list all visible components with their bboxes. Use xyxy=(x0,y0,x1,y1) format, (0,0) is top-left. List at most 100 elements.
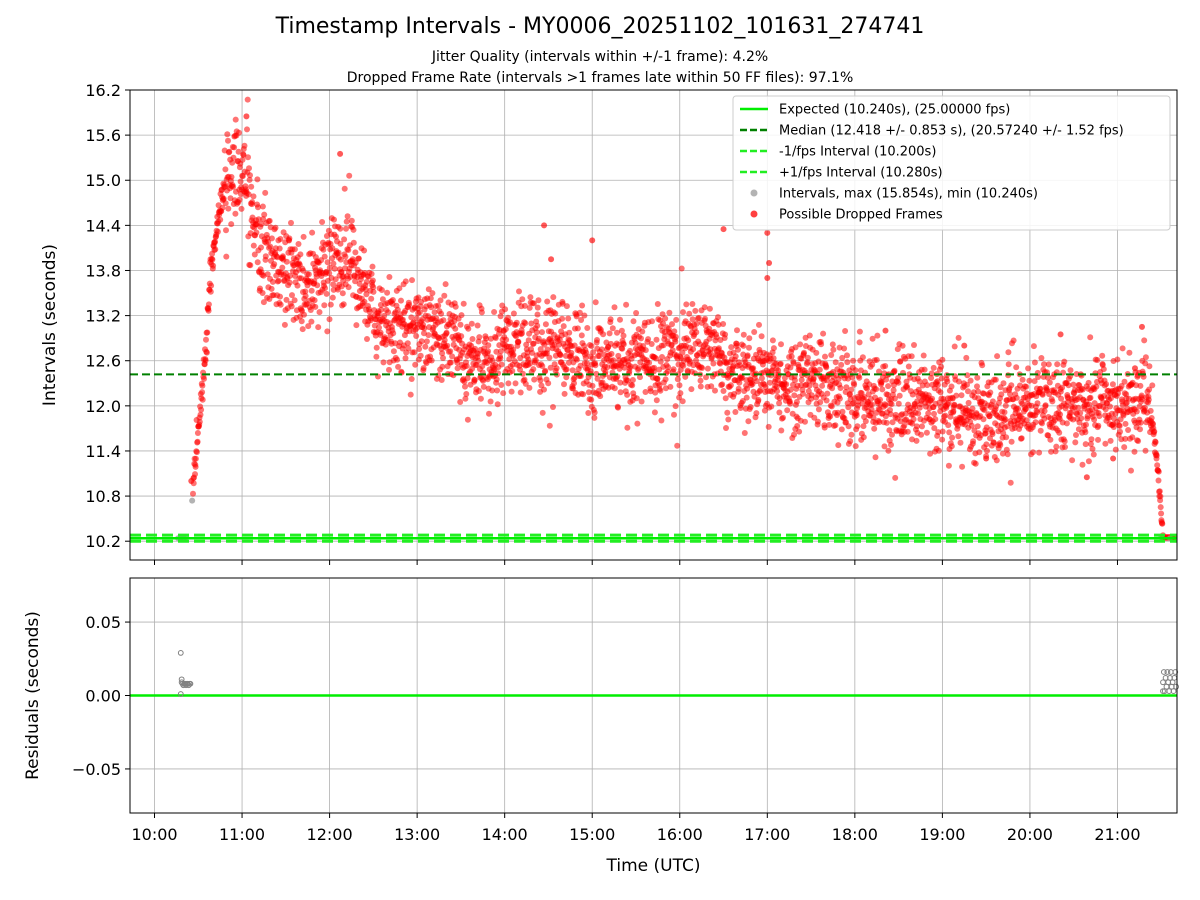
dropped-frame-point xyxy=(534,322,541,329)
dropped-frame-point xyxy=(620,341,627,348)
dropped-frame-point xyxy=(423,338,430,345)
dropped-frame-point xyxy=(557,352,564,359)
dropped-frame-point xyxy=(535,335,542,342)
dropped-frame-point xyxy=(604,364,611,371)
dropped-frame-point xyxy=(727,382,734,389)
legend-label: Expected (10.240s), (25.00000 fps) xyxy=(779,103,1010,118)
dropped-frame-point xyxy=(689,301,696,307)
dropped-frame-point xyxy=(247,172,253,179)
dropped-frame-point xyxy=(723,425,729,431)
dropped-frame-point xyxy=(366,308,373,315)
dropped-frame-point xyxy=(1007,479,1014,486)
dropped-frame-point xyxy=(368,295,375,302)
dropped-frame-point xyxy=(1005,349,1012,356)
dropped-frame-point xyxy=(1052,448,1059,455)
dropped-frame-point xyxy=(624,391,631,398)
dropped-frame-point xyxy=(568,354,575,361)
dropped-frame-point xyxy=(190,490,196,497)
dropped-frame-point xyxy=(592,362,599,369)
dropped-frame-point xyxy=(813,349,820,356)
dropped-frame-point xyxy=(1091,416,1098,423)
dropped-frame-point xyxy=(1119,345,1126,352)
dropped-frame-point xyxy=(827,413,834,420)
dropped-frame-point xyxy=(1077,409,1084,416)
dropped-frame-point xyxy=(247,262,254,269)
dropped-frame-point xyxy=(660,342,667,349)
dropped-frame-point xyxy=(765,423,772,430)
dropped-frame-point xyxy=(289,292,295,299)
dropped-frame-point xyxy=(337,225,344,232)
y-tick-label: 12.0 xyxy=(85,397,121,416)
dropped-frame-point xyxy=(638,398,645,405)
dropped-frame-point xyxy=(570,385,577,392)
dropped-frame-point xyxy=(454,359,461,366)
dropped-frame-point xyxy=(546,354,553,361)
x-tick-label: 12:00 xyxy=(307,825,353,844)
dropped-frame-point xyxy=(758,375,765,382)
dropped-frame-point xyxy=(500,390,507,397)
dropped-frame-point xyxy=(537,346,544,353)
dropped-frame-point xyxy=(529,349,535,356)
dropped-frame-point xyxy=(761,407,768,414)
dropped-frame-point xyxy=(860,423,867,430)
dropped-frame-point xyxy=(283,258,290,265)
dropped-frame-point xyxy=(196,418,203,425)
y-tick-label: 13.2 xyxy=(85,307,121,326)
dropped-frame-point xyxy=(578,332,585,339)
dropped-frame-point xyxy=(475,338,482,345)
dropped-frame-point xyxy=(222,200,229,207)
dropped-frame-point xyxy=(561,390,568,397)
dropped-frame-point xyxy=(1036,449,1043,456)
dropped-frame-point xyxy=(230,154,237,161)
dropped-frame-point xyxy=(246,165,252,172)
dropped-frame-point xyxy=(1086,401,1093,408)
dropped-frame-point xyxy=(295,241,302,247)
dropped-frame-point xyxy=(868,401,875,408)
dropped-frame-point xyxy=(671,411,677,418)
dropped-frame-point xyxy=(1023,383,1030,390)
dropped-frame-point xyxy=(735,385,742,392)
dropped-frame-point xyxy=(516,288,522,295)
dropped-frame-point xyxy=(725,416,732,423)
dropped-frame-point xyxy=(566,337,573,344)
chart-title: Timestamp Intervals - MY0006_20251102_10… xyxy=(275,14,925,39)
dropped-frame-point xyxy=(258,221,265,228)
dropped-frame-point xyxy=(715,314,721,321)
dropped-frame-point xyxy=(527,360,533,367)
dropped-frame-point xyxy=(507,319,513,326)
dropped-frame-point xyxy=(629,377,636,383)
dropped-frame-point xyxy=(822,353,828,360)
dropped-frame-point xyxy=(574,325,581,332)
dropped-frame-point xyxy=(236,196,243,203)
dropped-frame-point xyxy=(892,474,899,481)
dropped-frame-point xyxy=(768,403,775,410)
x-tick-label: 21:00 xyxy=(1094,825,1140,844)
dropped-frame-point xyxy=(1126,349,1133,356)
dropped-frame-point xyxy=(797,341,804,348)
dropped-frame-point xyxy=(856,328,863,335)
dropped-frame-point xyxy=(416,346,423,352)
dropped-frame-point xyxy=(845,423,852,430)
dropped-frame-point xyxy=(680,309,686,316)
legend-marker xyxy=(750,189,758,197)
dropped-frame-point xyxy=(275,277,282,284)
dropped-frame-point xyxy=(859,354,866,361)
dropped-frame-point xyxy=(362,286,369,293)
dropped-frame-point xyxy=(1039,391,1046,398)
dropped-frame-point xyxy=(269,278,276,285)
dropped-frame-point xyxy=(494,387,501,394)
dropped-frame-point xyxy=(826,421,833,428)
dropped-frame-point xyxy=(796,428,803,435)
dropped-frame-point xyxy=(214,228,221,235)
dropped-frame-point xyxy=(965,388,971,395)
dropped-frame-point xyxy=(1149,382,1156,389)
dropped-frame-point xyxy=(254,259,261,266)
dropped-frame-point xyxy=(380,359,387,366)
dropped-frame-point xyxy=(639,328,646,335)
dropped-frame-point xyxy=(416,309,423,316)
dropped-frame-point xyxy=(647,388,654,395)
dropped-frame-point xyxy=(697,383,704,390)
dropped-frame-point xyxy=(816,366,823,373)
dropped-frame-point xyxy=(485,342,492,349)
dropped-frame-point xyxy=(673,316,680,323)
